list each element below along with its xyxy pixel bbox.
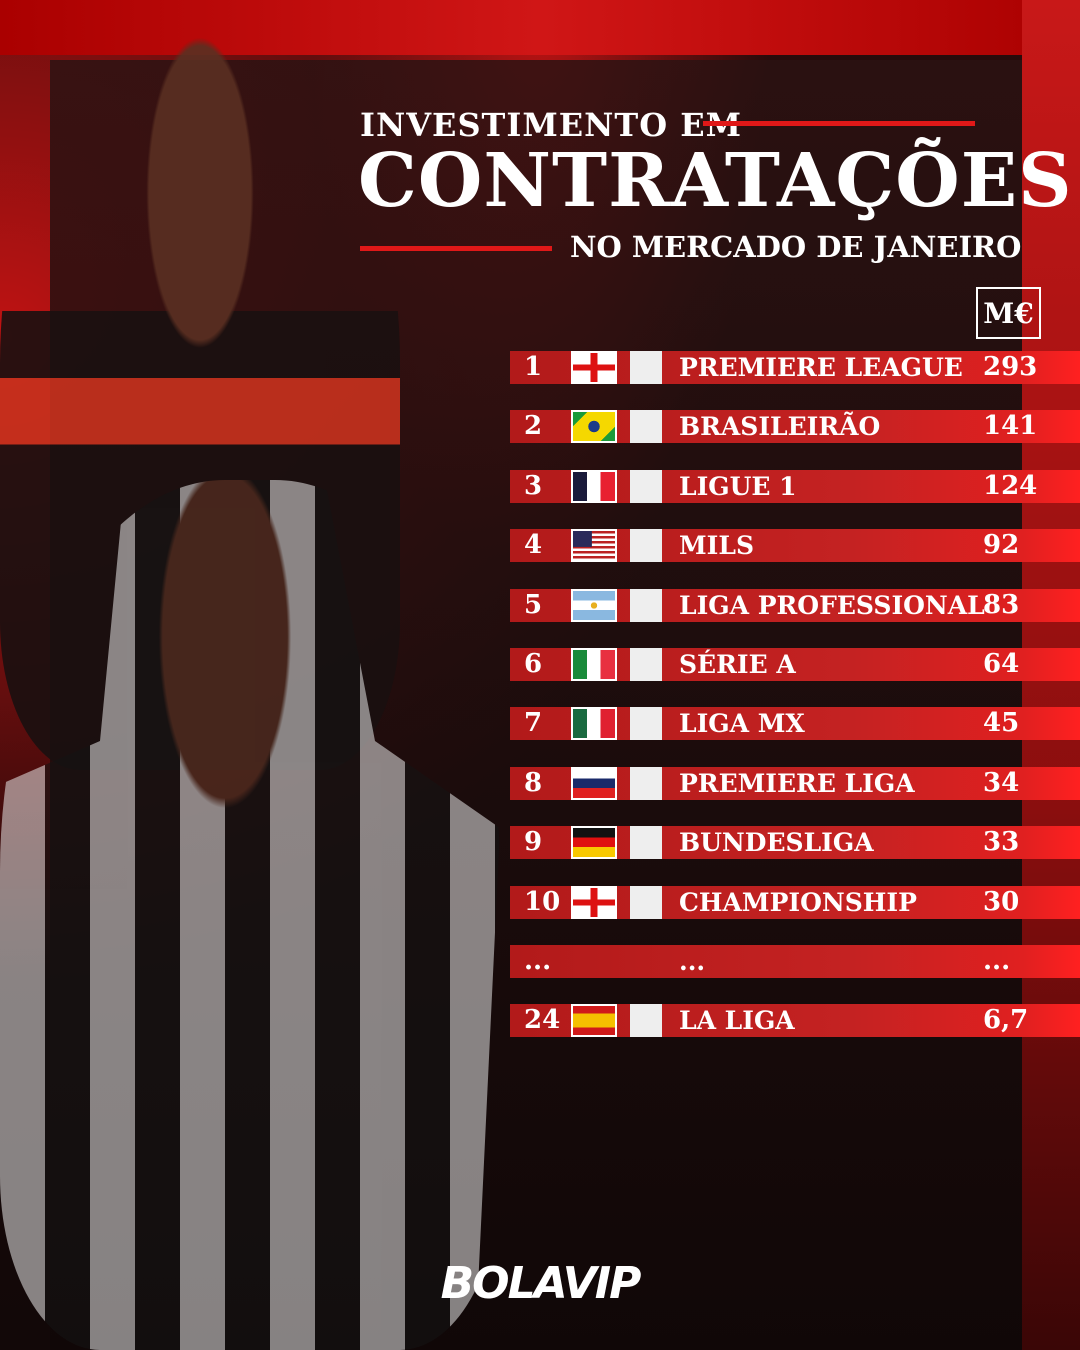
value-cell: 45: [983, 708, 1020, 739]
rank-cell: 5: [524, 589, 543, 620]
league-name: LIGA MX: [679, 709, 805, 739]
rank-cell: 9: [524, 827, 543, 858]
flag-icon-mexico: [571, 707, 617, 741]
league-logo-icon: [630, 1004, 662, 1038]
table-row: 5 LIGA PROFESSIONAL 83: [510, 588, 1080, 622]
flag-icon-spain: [571, 1004, 617, 1038]
league-name: BRASILEIRÃO: [679, 412, 881, 442]
table-row: 4 MILS 92: [510, 529, 1080, 563]
flag-icon-argentina: [571, 588, 617, 622]
rank-cell: 7: [524, 708, 543, 739]
flag-icon-germany: [571, 826, 617, 860]
flag-icon-france: [571, 469, 617, 503]
value-cell: 34: [983, 767, 1020, 798]
value-cell: 141: [983, 411, 1038, 442]
league-logo-icon: [630, 885, 662, 919]
title-rule-bottom: [360, 246, 552, 251]
league-name: SÉRIE A: [679, 650, 796, 679]
title-line-2: CONTRATAÇÕES: [358, 138, 1073, 224]
league-name: LIGA PROFESSIONAL: [679, 590, 985, 620]
league-logo-icon: [630, 707, 662, 741]
league-name: LIGUE 1: [679, 471, 797, 501]
flag-icon-brazil: [571, 410, 617, 444]
flag-icon-usa: [571, 529, 617, 563]
flag-icon-england: [571, 885, 617, 919]
rank-cell: 24: [524, 1005, 561, 1036]
league-logo-icon: [630, 648, 662, 681]
table-row: 6 SÉRIE A 64: [510, 648, 1080, 681]
league-logo-icon: [630, 588, 662, 622]
bolavip-logo: BOLAVIP: [440, 1258, 642, 1309]
rank-cell: 4: [524, 530, 543, 561]
league-logo-icon: [630, 469, 662, 503]
value-cell: ...: [983, 946, 1011, 976]
rank-cell: 2: [524, 411, 543, 442]
table-row: 10 CHAMPIONSHIP 30: [510, 885, 1080, 919]
table-row: 8 PREMIERE LIGA 34: [510, 766, 1080, 800]
value-cell: 33: [983, 827, 1020, 858]
rank-cell: 6: [524, 649, 543, 679]
unit-label: M€: [976, 287, 1041, 339]
table-row: 7 LIGA MX 45: [510, 707, 1080, 741]
league-name: PREMIERE LIGA: [679, 768, 915, 798]
league-name: MILS: [679, 531, 754, 561]
rank-cell: 3: [524, 470, 543, 501]
rank-cell: 8: [524, 767, 543, 798]
value-cell: 30: [983, 886, 1020, 917]
rank-cell: 1: [524, 352, 543, 382]
table-row: 3 LIGUE 1 124: [510, 469, 1080, 503]
value-cell: 83: [983, 589, 1020, 620]
flag-icon-italy: [571, 648, 617, 681]
table-row: 9 BUNDESLIGA 33: [510, 826, 1080, 860]
value-cell: 6,7: [983, 1005, 1029, 1036]
table-row: .........: [510, 945, 1080, 978]
table-row: 2 BRASILEIRÃO 141: [510, 410, 1080, 444]
league-logo-icon: [630, 529, 662, 563]
value-cell: 293: [983, 352, 1038, 382]
league-logo-icon: [630, 410, 662, 444]
league-name: LA LIGA: [679, 1006, 795, 1036]
league-name: CHAMPIONSHIP: [679, 887, 917, 917]
league-name: PREMIERE LEAGUE: [679, 353, 963, 382]
table-row: 1 PREMIERE LEAGUE 293: [510, 351, 1080, 384]
rank-cell: 10: [524, 886, 561, 917]
league-logo-icon: [630, 766, 662, 800]
league-name: BUNDESLIGA: [679, 828, 874, 858]
value-cell: 64: [983, 649, 1020, 679]
league-name: ...: [679, 947, 706, 976]
table-row: 24 LA LIGA 6,7: [510, 1004, 1080, 1038]
league-logo-icon: [630, 826, 662, 860]
flag-icon-russia: [571, 766, 617, 800]
title-line-3: NO MERCADO DE JANEIRO: [570, 230, 1022, 264]
value-cell: 124: [983, 470, 1038, 501]
title-rule-top: [703, 121, 975, 126]
league-logo-icon: [630, 351, 662, 384]
flag-icon-england: [571, 351, 617, 384]
value-cell: 92: [983, 530, 1020, 561]
title-line-1: INVESTIMENTO EM: [360, 106, 743, 144]
rank-cell: ...: [524, 946, 552, 976]
